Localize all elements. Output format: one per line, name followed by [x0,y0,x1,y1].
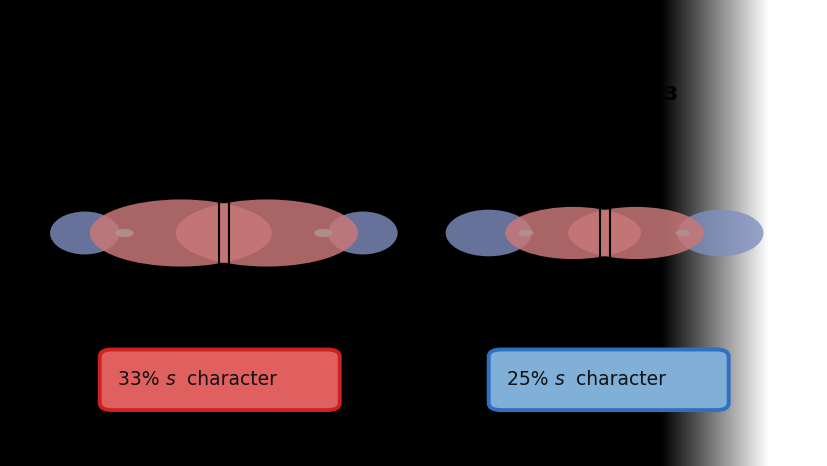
Text: $\mathbf{CH_2{=}CH{-}CH{=}CH_2}$: $\mathbf{CH_2{=}CH{-}CH{=}CH_2}$ [45,74,353,103]
Ellipse shape [175,199,357,267]
Ellipse shape [89,199,271,267]
Text: 33%: 33% [118,370,165,389]
Ellipse shape [327,212,397,254]
Ellipse shape [676,210,762,256]
Ellipse shape [504,207,640,259]
Text: s: s [554,370,564,389]
Text: character: character [569,370,665,389]
Ellipse shape [518,230,533,236]
FancyBboxPatch shape [99,350,339,410]
FancyBboxPatch shape [488,350,728,410]
Ellipse shape [313,229,332,237]
Ellipse shape [675,230,690,236]
Text: character: character [180,370,276,389]
Text: s: s [165,370,175,389]
Text: 25%: 25% [507,370,554,389]
Text: j: j [767,26,776,50]
Ellipse shape [50,212,119,254]
Ellipse shape [445,210,531,256]
Ellipse shape [115,229,133,237]
Ellipse shape [567,207,703,259]
Text: o: o [781,29,793,48]
Text: ve: ve [791,29,815,48]
Text: $\mathbf{CH_3{-}CH_3}$: $\mathbf{CH_3{-}CH_3}$ [531,74,676,103]
